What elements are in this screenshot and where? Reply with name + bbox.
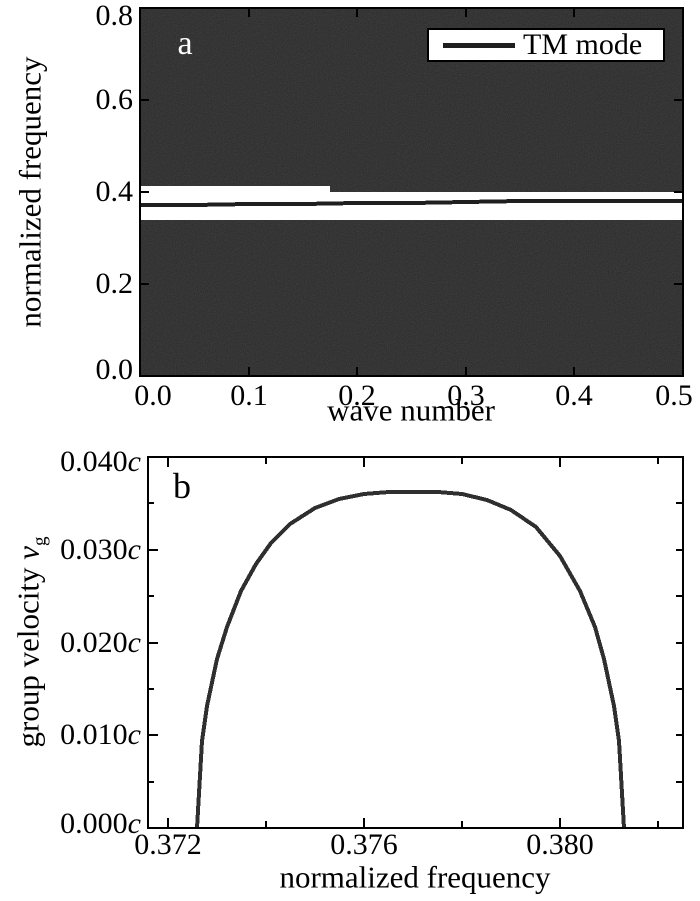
- panel-a-letter: a: [177, 25, 193, 62]
- panel-a-x-axis-title: wave number: [327, 392, 495, 428]
- tm-mode-legend-label: TM mode: [523, 28, 643, 61]
- panel-b-y-axis-title: group velocity vg: [10, 536, 51, 748]
- panel-b-ytick-0.040c: 0.040c: [60, 445, 141, 478]
- panel-a-xtick-0.3: 0.3: [447, 379, 485, 412]
- panel-b-ytick-0.020c: 0.020c: [60, 626, 141, 659]
- tm-mode-line-sample: [443, 42, 515, 48]
- panel-a-xtick-0.0: 0.0: [134, 379, 172, 412]
- panel-b-x-axis-title: normalized frequency: [279, 859, 551, 895]
- panel-a-ytick-0.2: 0.2: [95, 267, 134, 300]
- panel-a-legend: TM mode: [427, 28, 665, 62]
- panel-b-letter: b: [173, 466, 191, 506]
- panel-b-ytick-0.010c: 0.010c: [60, 718, 141, 751]
- panel-a-y-axis-title: normalized frequency: [12, 56, 48, 328]
- panel-b-xtick-0.376: 0.376: [330, 828, 398, 861]
- panel-b-ytick-0.000c: 0.000c: [60, 807, 141, 840]
- panel-b-ytick-0.030c: 0.030c: [60, 533, 141, 566]
- panel-a-ytick-0.0: 0.0: [95, 353, 134, 386]
- panel-a-xtick-0.4: 0.4: [555, 379, 593, 412]
- panel-a-xtick-0.5: 0.5: [655, 379, 693, 412]
- panel-a-ytick-0.6: 0.6: [95, 83, 134, 116]
- panel-a-xtick-0.1: 0.1: [230, 379, 268, 412]
- panel-a-ytick-0.8: 0.8: [95, 0, 134, 32]
- panel-a-xtick-0.2: 0.2: [338, 379, 376, 412]
- panel-a-ytick-0.4: 0.4: [95, 175, 134, 208]
- panel-b-xtick-0.372: 0.372: [134, 828, 202, 861]
- panel-b-xtick-0.380: 0.380: [526, 828, 594, 861]
